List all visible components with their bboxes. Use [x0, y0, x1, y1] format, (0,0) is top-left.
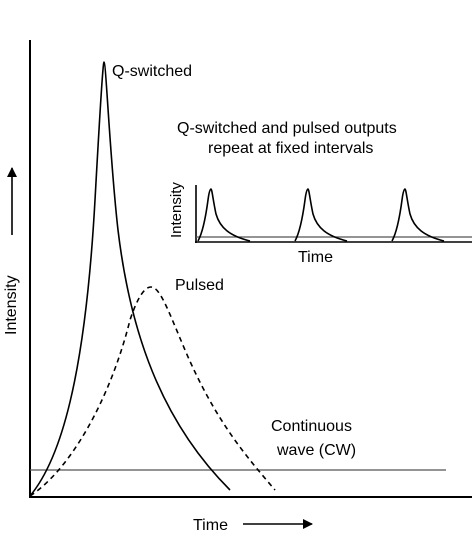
inset-caption-line1: Q-switched and pulsed outputs [177, 120, 397, 137]
inset-pulse-2 [294, 188, 348, 242]
pulsed-label: Pulsed [175, 277, 224, 294]
main-y-axis-label: Intensity [3, 275, 20, 335]
main-x-axis-label: Time [193, 517, 228, 534]
inset-caption-line2: repeat at fixed intervals [208, 140, 373, 157]
inset-x-axis-label: Time [298, 249, 333, 266]
inset-pulse-1 [197, 188, 251, 242]
cw-label-line1: Continuous [271, 418, 352, 435]
inset-pulse-3 [391, 188, 445, 242]
inset-plot: Intensity Time [168, 182, 472, 266]
pulsed-curve [29, 286, 276, 497]
q-switched-curve [29, 61, 231, 497]
q-switched-label: Q-switched [112, 63, 192, 80]
cw-label-line2: wave (CW) [276, 442, 356, 459]
inset-y-axis-label: Intensity [168, 182, 185, 238]
